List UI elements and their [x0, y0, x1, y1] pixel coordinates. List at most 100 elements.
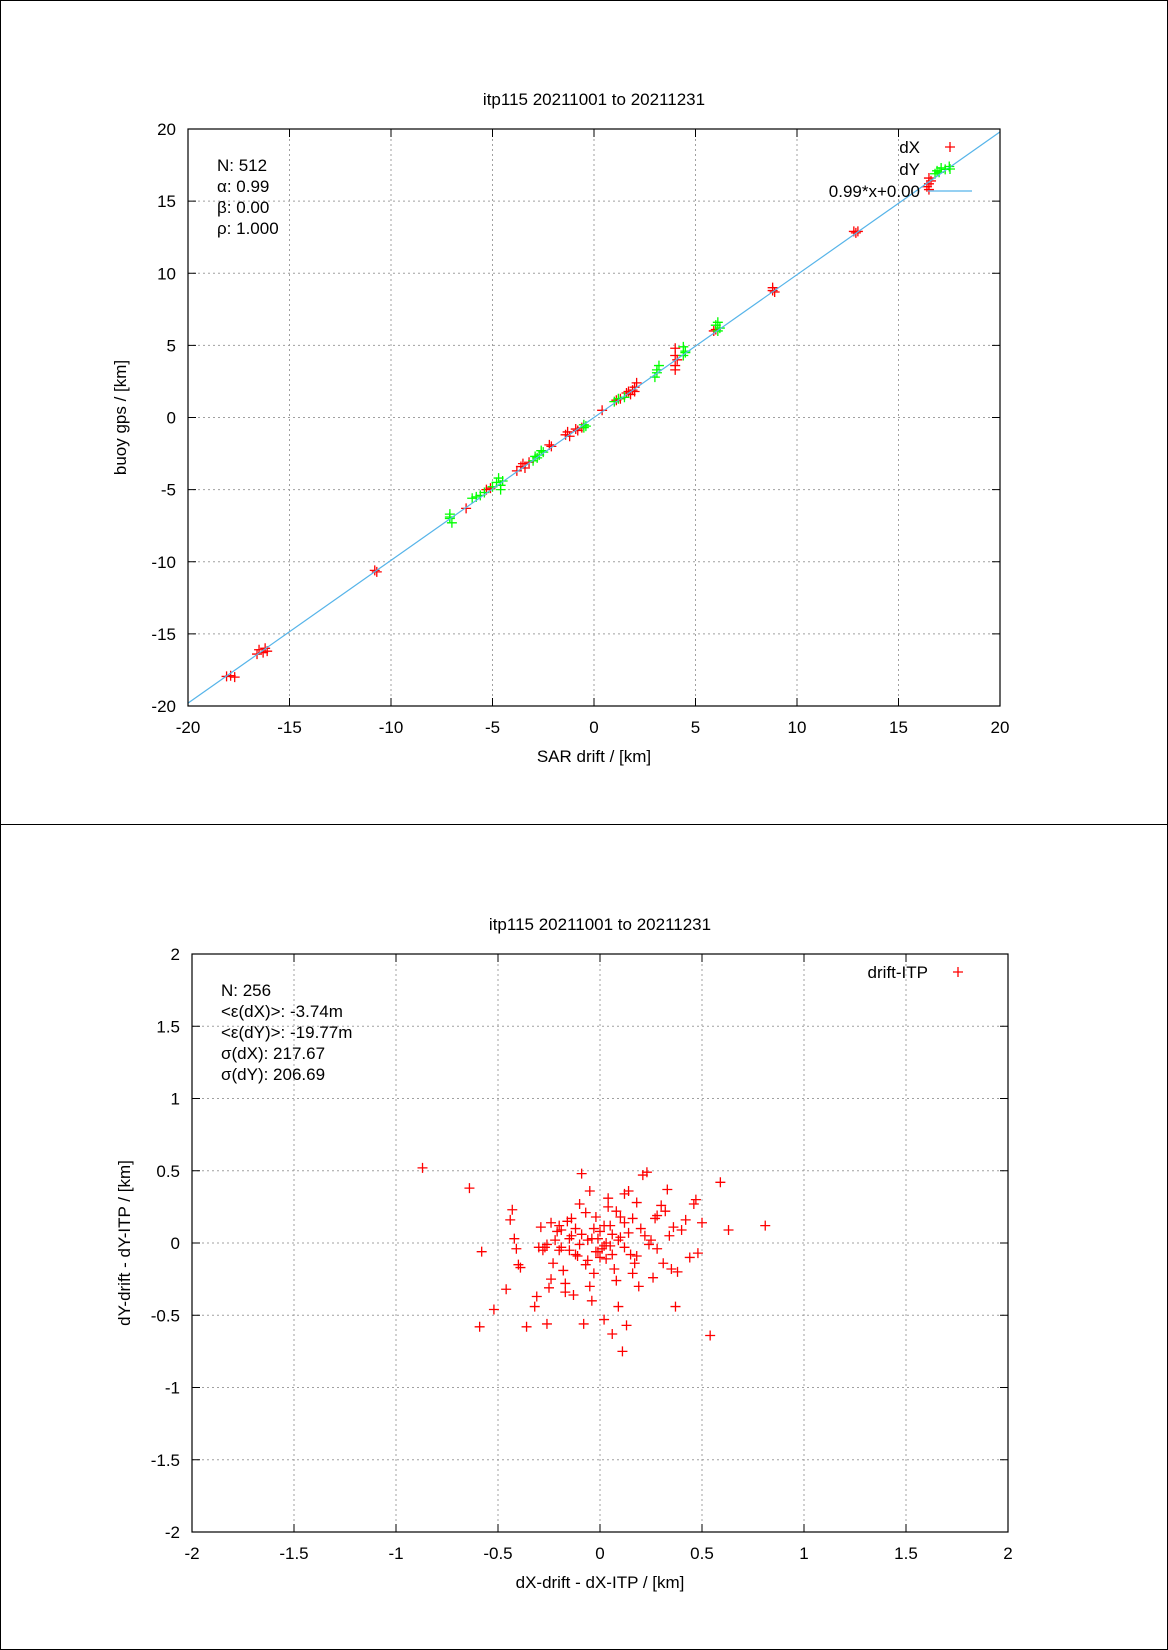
x-tick-label: -1.5	[279, 1544, 308, 1563]
data-point	[712, 317, 723, 328]
x-axis-label: dX-drift - dX-ITP / [km]	[516, 1573, 685, 1592]
data-point	[923, 184, 934, 195]
plot-frame	[191, 953, 1009, 1533]
data-point	[570, 1249, 581, 1260]
data-point	[511, 465, 522, 476]
data-point	[678, 341, 689, 352]
data-point	[621, 1320, 632, 1331]
bottom-chart-panel: -2 -1.5 -1 -0.5 0 0.5 1 1.5 2 -2 -1.5 -1 -0.5 0 0.5 1 1.…	[0, 824, 1168, 1650]
data-point	[588, 1223, 599, 1234]
y-tick-label: 5	[167, 336, 176, 355]
data-point	[417, 1162, 428, 1173]
data-point	[668, 1222, 679, 1233]
x-axis-label: SAR drift / [km]	[537, 747, 651, 766]
data-point	[619, 1217, 630, 1228]
data-point	[648, 1272, 659, 1283]
data-point	[760, 1220, 771, 1231]
data-point	[533, 1242, 544, 1253]
data-point	[652, 1210, 663, 1221]
data-point	[652, 1243, 663, 1254]
x-tick-label: -0.5	[483, 1544, 512, 1563]
y-tick-label: -5	[161, 481, 176, 500]
data-point	[590, 1246, 601, 1257]
y-tick-label: -0.5	[151, 1306, 180, 1325]
data-point	[715, 1177, 726, 1188]
regression-line	[188, 131, 1000, 704]
data-point	[627, 1213, 638, 1224]
x-tick-label: 20	[991, 718, 1010, 737]
data-point	[586, 1295, 597, 1306]
top-chart-panel: -20 -15 -10 -5 0 5 10 15 20 -20 -15 -10 -5 0 5 10 15 20 dX…	[0, 0, 1168, 825]
data-point	[631, 1197, 642, 1208]
data-point	[607, 1229, 618, 1240]
data-point	[541, 1239, 552, 1250]
data-point	[633, 1281, 644, 1292]
data-point	[690, 1194, 701, 1205]
x-tick-label: 15	[889, 718, 908, 737]
data-point	[653, 360, 664, 371]
legend-label: dY	[899, 160, 920, 179]
stats-line: ρ: 1.000	[217, 219, 279, 238]
data-point	[524, 457, 535, 468]
data-point	[572, 1251, 583, 1262]
data-point	[501, 1284, 512, 1295]
data-point	[936, 162, 947, 173]
data-point	[705, 1330, 716, 1341]
data-point	[588, 1268, 599, 1279]
y-tick-label: 15	[157, 192, 176, 211]
stats-line: <ε(dY)>: -19.77m	[221, 1023, 352, 1042]
x-tick-label: -20	[176, 718, 201, 737]
data-point	[599, 1314, 610, 1325]
legend-marker-swatch	[945, 142, 955, 152]
data-point	[505, 1214, 516, 1225]
data-point	[538, 447, 549, 458]
x-tick-label: -10	[379, 718, 404, 737]
x-tick-label: 5	[691, 718, 700, 737]
x-tick-label: 1	[799, 1544, 808, 1563]
data-point	[670, 1301, 681, 1312]
y-tick-label: 10	[157, 264, 176, 283]
x-tick-label: 2	[1003, 1544, 1012, 1563]
data-point	[511, 1243, 522, 1254]
data-point	[556, 1224, 567, 1235]
data-point	[646, 1235, 656, 1246]
data-point	[607, 1329, 618, 1340]
data-point	[584, 1185, 595, 1196]
data-point	[660, 1206, 671, 1217]
data-point	[580, 1259, 591, 1270]
data-point	[574, 1239, 585, 1250]
data-point	[631, 1251, 642, 1262]
y-tick-label: 20	[157, 120, 176, 139]
data-point	[613, 1235, 624, 1246]
data-point	[613, 1301, 624, 1312]
data-point	[582, 1255, 593, 1266]
data-point	[446, 517, 457, 528]
data-point	[629, 1258, 640, 1269]
x-tick-label: -2	[184, 1544, 199, 1563]
data-point	[641, 1167, 652, 1178]
series-dX	[221, 173, 936, 683]
y-axis-label: buoy gps / [km]	[111, 360, 130, 475]
data-point	[515, 1262, 526, 1273]
data-point	[497, 475, 508, 486]
data-point	[619, 1188, 630, 1199]
y-tick-label: 1	[171, 1090, 180, 1109]
data-point	[509, 1233, 520, 1244]
data-point	[546, 441, 557, 452]
data-point	[507, 1204, 518, 1215]
data-point	[603, 1193, 614, 1204]
data-point	[546, 1274, 557, 1285]
stats-line: N: 256	[221, 981, 271, 1000]
data-point	[521, 1321, 532, 1332]
data-point	[631, 377, 642, 388]
data-point	[476, 1246, 487, 1257]
data-point	[474, 1321, 485, 1332]
data-point	[461, 503, 472, 514]
data-point	[601, 1253, 612, 1264]
data-point	[662, 1184, 673, 1195]
data-point	[566, 1213, 577, 1224]
legend-label: dX	[899, 138, 920, 157]
data-point	[944, 161, 955, 172]
data-point	[560, 1287, 571, 1298]
data-point	[625, 1249, 636, 1260]
